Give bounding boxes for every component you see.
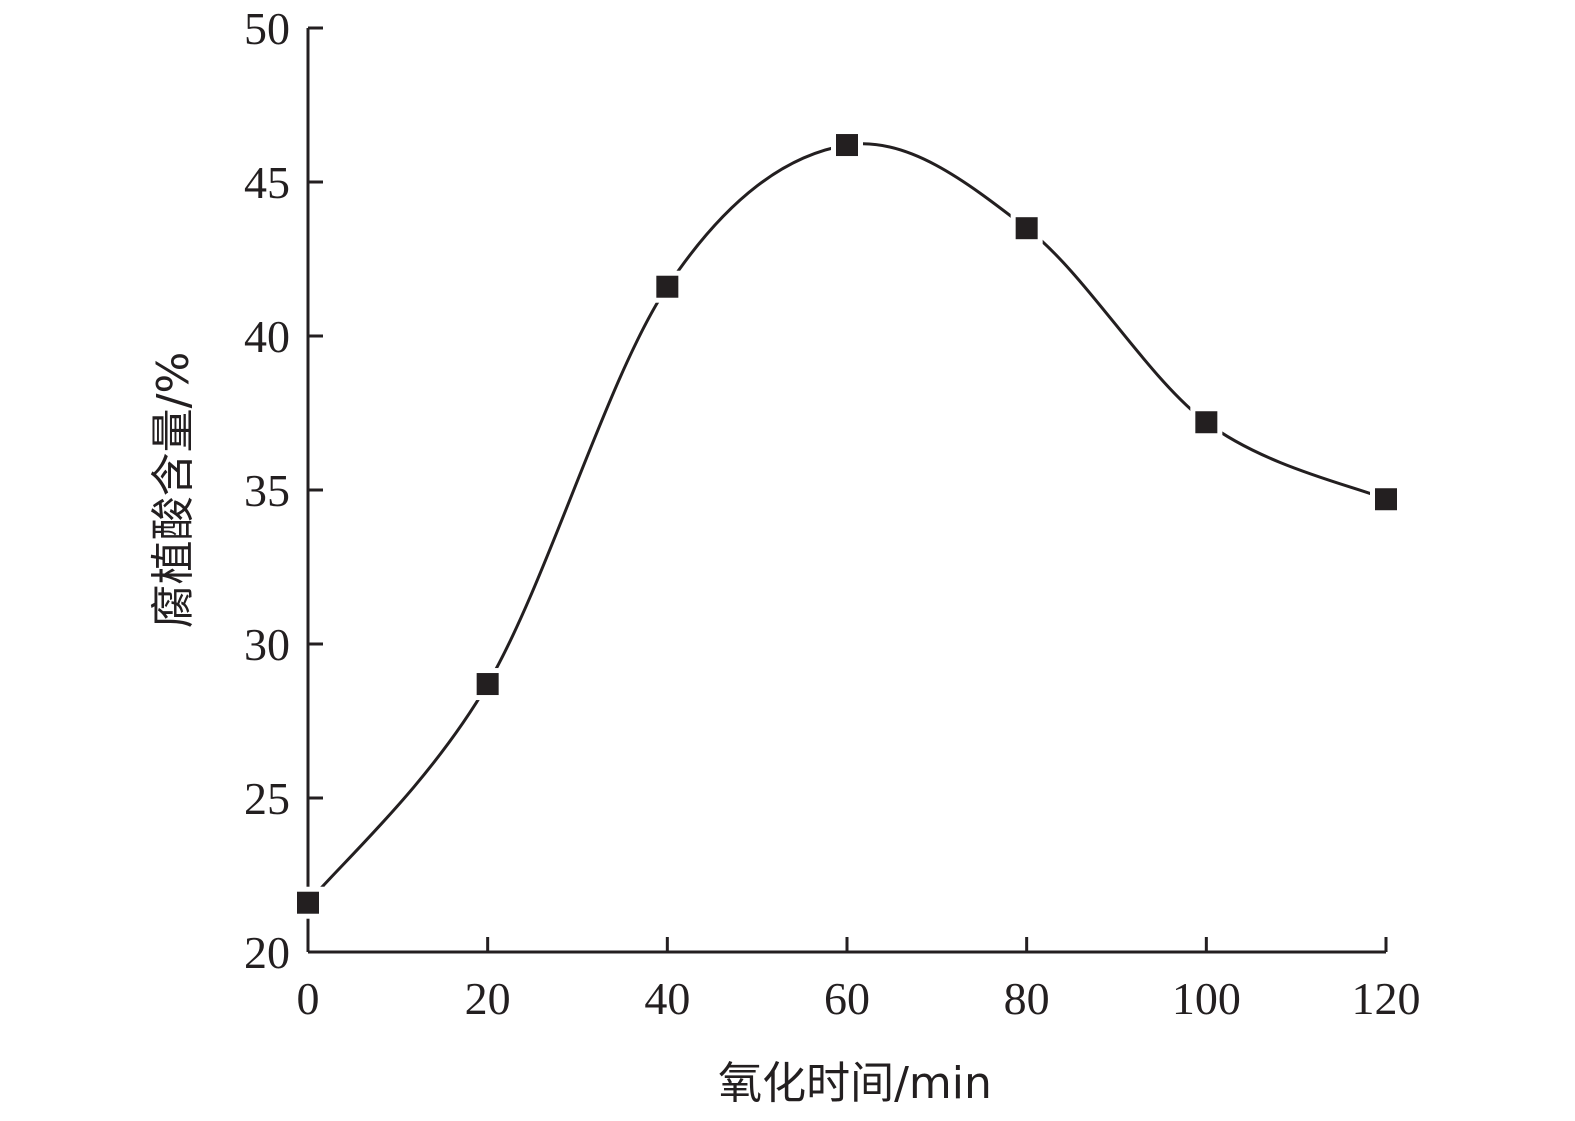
data-point-marker xyxy=(1195,411,1218,434)
axes xyxy=(306,28,1386,954)
data-point-marker xyxy=(1015,217,1038,240)
series-layer xyxy=(292,129,1402,919)
data-point-marker xyxy=(656,275,679,298)
data-point-marker xyxy=(836,134,858,157)
y-tick-label: 25 xyxy=(244,773,290,824)
x-tick-label: 40 xyxy=(644,973,690,1024)
series-line xyxy=(306,142,1387,904)
y-tick-label: 35 xyxy=(244,465,290,516)
x-tick-label: 120 xyxy=(1352,973,1421,1024)
x-tick-label: 60 xyxy=(824,973,870,1024)
y-axis-title: 腐植酸含量/% xyxy=(148,352,199,629)
x-axis-title: 氧化时间/min xyxy=(718,1058,992,1109)
x-ticks: 0 20 40 60 80 100 120 xyxy=(297,937,1421,1024)
data-point-marker xyxy=(297,891,319,914)
x-tick-label: 100 xyxy=(1172,973,1241,1024)
y-tick-label: 50 xyxy=(244,3,290,54)
x-tick-label: 0 xyxy=(297,973,320,1024)
y-tick-label: 40 xyxy=(244,311,290,362)
x-tick-label: 20 xyxy=(465,973,511,1024)
data-point-marker xyxy=(1375,488,1397,511)
x-tick-label: 80 xyxy=(1004,973,1050,1024)
data-point-marker xyxy=(476,673,499,696)
y-ticks: 20 25 30 35 40 45 50 xyxy=(244,3,323,978)
y-tick-label: 30 xyxy=(244,619,290,670)
y-tick-label: 45 xyxy=(244,157,290,208)
y-tick-label: 20 xyxy=(244,927,290,978)
